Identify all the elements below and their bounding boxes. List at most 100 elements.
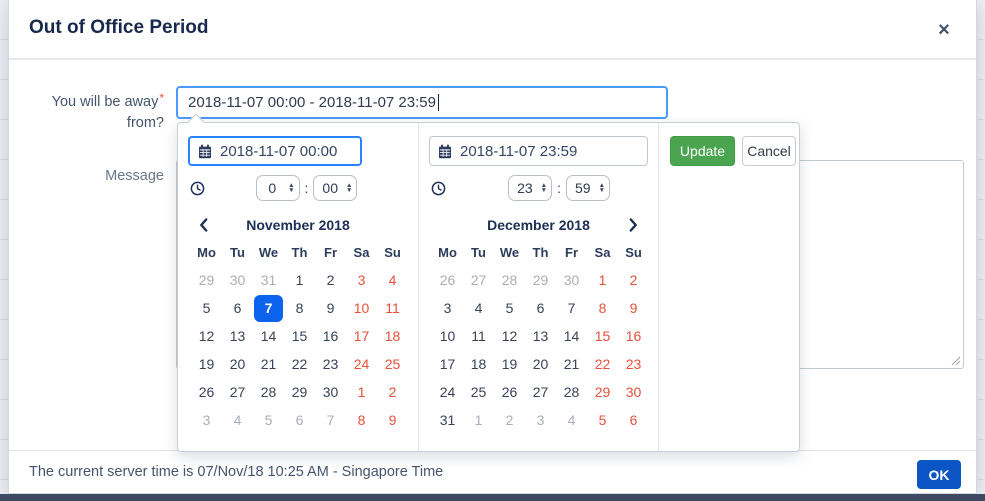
end-hour-stepper[interactable]: 23 ▲ ▼ (508, 175, 553, 201)
day-cell[interactable]: 8 (357, 412, 366, 428)
day-cell[interactable]: 13 (229, 328, 246, 344)
day-cell[interactable]: 1 (357, 384, 366, 400)
day-cell[interactable]: 4 (567, 412, 576, 428)
day-cell[interactable]: 30 (322, 384, 339, 400)
day-cell[interactable]: 30 (563, 272, 580, 288)
day-cell[interactable]: 22 (594, 356, 611, 372)
stepper-arrows-icon[interactable]: ▲ ▼ (346, 182, 353, 194)
day-cell[interactable]: 10 (439, 328, 456, 344)
day-cell[interactable]: 17 (439, 356, 456, 372)
chevron-right-icon[interactable] (622, 214, 644, 236)
day-cell[interactable]: 1 (295, 272, 304, 288)
day-cell[interactable]: 28 (260, 384, 277, 400)
day-cell[interactable]: 23 (625, 356, 642, 372)
day-cell-selected[interactable]: 7 (253, 294, 284, 322)
end-minute-stepper[interactable]: 59 ▲ ▼ (566, 175, 610, 201)
stepper-arrows-icon[interactable]: ▲ ▼ (540, 182, 548, 194)
chevron-left-icon[interactable] (192, 214, 214, 236)
day-cell[interactable]: 12 (198, 328, 215, 344)
day-cell[interactable]: 7 (567, 300, 576, 316)
day-cell[interactable]: 13 (532, 328, 549, 344)
day-cell[interactable]: 21 (260, 356, 277, 372)
day-cell[interactable]: 29 (198, 272, 215, 288)
day-cell[interactable]: 2 (388, 384, 397, 400)
day-cell[interactable]: 16 (625, 328, 642, 344)
end-date-input[interactable]: 2018-11-07 23:59 (429, 136, 648, 166)
day-cell[interactable]: 18 (470, 356, 487, 372)
day-cell[interactable]: 16 (322, 328, 339, 344)
day-cell[interactable]: 26 (439, 272, 456, 288)
day-cell[interactable]: 15 (594, 328, 611, 344)
day-cell[interactable]: 4 (233, 412, 242, 428)
day-cell[interactable]: 4 (388, 272, 397, 288)
day-cell[interactable]: 26 (198, 384, 215, 400)
stepper-arrows-icon[interactable]: ▲ ▼ (288, 182, 295, 194)
day-cell[interactable]: 9 (326, 300, 335, 316)
day-cell[interactable]: 25 (384, 356, 401, 372)
day-cell[interactable]: 5 (202, 300, 211, 316)
day-cell[interactable]: 31 (439, 412, 456, 428)
day-cell[interactable]: 6 (233, 300, 242, 316)
start-minute-stepper[interactable]: 00 ▲ ▼ (313, 175, 358, 201)
day-cell[interactable]: 1 (598, 272, 607, 288)
day-cell[interactable]: 23 (322, 356, 339, 372)
day-cell[interactable]: 24 (439, 384, 456, 400)
day-cell[interactable]: 24 (353, 356, 370, 372)
day-cell[interactable]: 3 (443, 300, 452, 316)
start-hour-stepper[interactable]: 0 ▲ ▼ (255, 175, 300, 201)
day-cell[interactable]: 17 (353, 328, 370, 344)
day-cell[interactable]: 27 (470, 272, 487, 288)
day-cell[interactable]: 5 (264, 412, 273, 428)
cancel-button[interactable]: Cancel (742, 136, 796, 166)
day-cell[interactable]: 5 (505, 300, 514, 316)
stepper-arrows-icon[interactable]: ▲ ▼ (598, 182, 605, 194)
day-cell[interactable]: 6 (629, 412, 638, 428)
day-cell[interactable]: 9 (388, 412, 397, 428)
day-cell[interactable]: 30 (625, 384, 642, 400)
day-cell[interactable]: 9 (629, 300, 638, 316)
away-range-input[interactable]: 2018-11-07 00:00 - 2018-11-07 23:59 (176, 86, 668, 119)
day-cell[interactable]: 3 (357, 272, 366, 288)
day-cell[interactable]: 21 (563, 356, 580, 372)
day-cell[interactable]: 19 (501, 356, 518, 372)
day-cell[interactable]: 29 (532, 272, 549, 288)
day-cell[interactable]: 8 (295, 300, 304, 316)
day-cell[interactable]: 6 (295, 412, 304, 428)
day-cell[interactable]: 2 (629, 272, 638, 288)
day-cell[interactable]: 11 (471, 328, 486, 344)
day-cell[interactable]: 18 (384, 328, 401, 344)
day-cell[interactable]: 11 (385, 300, 400, 316)
day-cell[interactable]: 8 (598, 300, 607, 316)
day-cell[interactable]: 30 (229, 272, 246, 288)
day-cell[interactable]: 25 (470, 384, 487, 400)
day-cell[interactable]: 31 (260, 272, 277, 288)
day-cell[interactable]: 22 (291, 356, 308, 372)
day-cell[interactable]: 19 (198, 356, 215, 372)
day-cell[interactable]: 3 (202, 412, 211, 428)
ok-button[interactable]: OK (917, 460, 961, 489)
day-cell[interactable]: 5 (598, 412, 607, 428)
day-cell[interactable]: 15 (291, 328, 308, 344)
day-cell[interactable]: 4 (474, 300, 483, 316)
day-cell[interactable]: 28 (501, 272, 518, 288)
close-icon[interactable]: × (938, 18, 950, 41)
day-cell[interactable]: 29 (291, 384, 308, 400)
day-cell[interactable]: 7 (326, 412, 335, 428)
resize-grip-icon[interactable] (950, 355, 961, 366)
day-cell[interactable]: 14 (563, 328, 580, 344)
start-date-input[interactable]: 2018-11-07 00:00 (188, 136, 362, 166)
day-cell[interactable]: 27 (229, 384, 246, 400)
day-cell[interactable]: 20 (532, 356, 549, 372)
day-cell[interactable]: 2 (505, 412, 514, 428)
day-cell[interactable]: 20 (229, 356, 246, 372)
day-cell[interactable]: 27 (532, 384, 549, 400)
day-cell[interactable]: 1 (474, 412, 483, 428)
day-cell[interactable]: 2 (326, 272, 335, 288)
day-cell[interactable]: 6 (536, 300, 545, 316)
day-cell[interactable]: 29 (594, 384, 611, 400)
update-button[interactable]: Update (670, 136, 735, 166)
day-cell[interactable]: 14 (260, 328, 277, 344)
day-cell[interactable]: 28 (563, 384, 580, 400)
day-cell[interactable]: 26 (501, 384, 518, 400)
day-cell[interactable]: 12 (501, 328, 518, 344)
